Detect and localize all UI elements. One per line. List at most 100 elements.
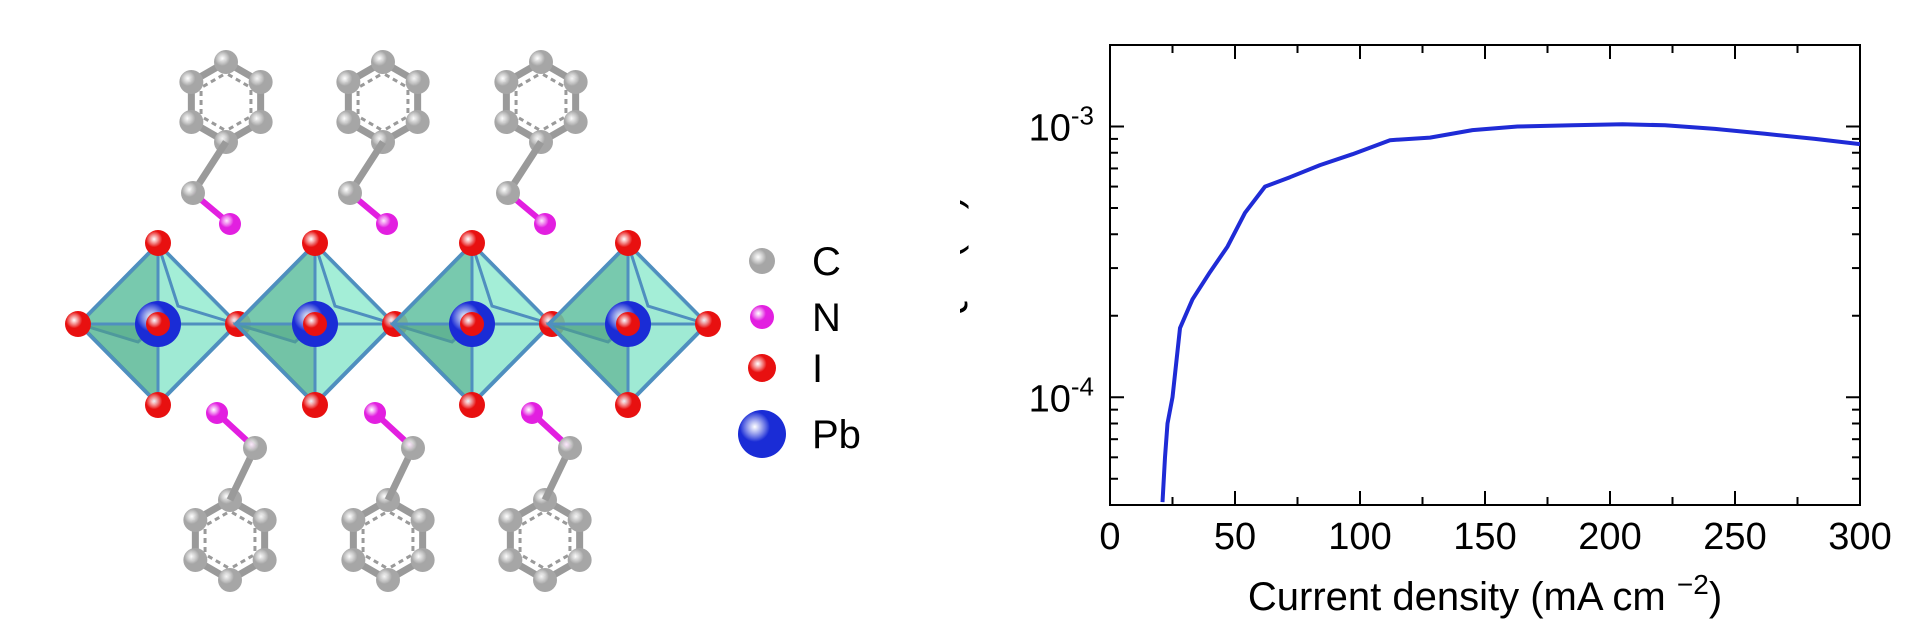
pb-legend-marker: [738, 410, 786, 458]
aromatic-bond: [517, 116, 540, 131]
ch2-nh3-group: [521, 402, 582, 502]
y-tick-base: 10: [1029, 378, 1071, 420]
ch2-nh3-group: [181, 140, 241, 235]
crystal-structure-drawing: [65, 50, 721, 592]
c-legend-marker: [749, 248, 775, 274]
i-atom: [302, 392, 328, 418]
octahedron-face: [626, 242, 709, 326]
c-atom: [243, 436, 267, 460]
n-atom: [219, 213, 241, 235]
c-atom: [567, 508, 592, 532]
c-atom: [494, 110, 519, 134]
c-atom: [376, 568, 400, 592]
y-tick-label: 10-3: [1029, 101, 1094, 150]
aromatic-bond: [384, 73, 407, 88]
aromatic-bond: [364, 511, 387, 526]
benzene-ring: [183, 488, 277, 592]
c-atom: [494, 70, 519, 94]
atom-legend: CNI Pb: [738, 240, 861, 458]
ch2-nh3-group: [338, 140, 398, 235]
y-tick-label: 10-4: [1029, 371, 1094, 420]
y-tick-exponent: -4: [1071, 371, 1094, 401]
n-atom: [364, 402, 386, 424]
c-atom: [563, 110, 588, 134]
aromatic-bond: [546, 554, 569, 569]
c-atom: [496, 181, 520, 205]
i-legend-marker: [748, 354, 776, 382]
benzene-ring: [494, 50, 588, 154]
n-atom: [376, 213, 398, 235]
c-atom: [563, 70, 588, 94]
c-atom: [179, 70, 204, 94]
c-atom: [401, 436, 425, 460]
aromatic-bond: [542, 116, 565, 131]
i-atom: [146, 312, 170, 336]
ch2-nh3-group: [364, 402, 425, 502]
benzene-ring: [341, 488, 435, 592]
legend-item-pb: Pb: [738, 410, 861, 458]
legend-label: N: [812, 296, 841, 340]
aromatic-bond: [389, 511, 412, 526]
c-atom: [341, 548, 366, 572]
c-atom: [179, 110, 204, 134]
aromatic-bond: [521, 511, 544, 526]
ch2-nh3-group: [496, 140, 556, 235]
aromatic-bond: [227, 73, 250, 88]
octahedron-face: [156, 242, 239, 326]
c-atom: [567, 548, 592, 572]
benzene-ring: [498, 488, 592, 592]
pbi6-octahedron: [65, 230, 251, 418]
aromatic-bond: [384, 116, 407, 131]
legend-label: I: [812, 347, 823, 391]
pbi6-octahedron: [545, 230, 721, 418]
benzene-ring: [179, 50, 273, 154]
y-axis-title: EQE (%): [960, 196, 969, 354]
i-atom: [615, 392, 641, 418]
c-atom: [252, 508, 277, 532]
c-atom: [410, 548, 435, 572]
pbi6-octahedron: [389, 230, 565, 418]
x-tick-label: 50: [1214, 516, 1256, 558]
i-atom: [145, 392, 171, 418]
n-atom: [534, 213, 556, 235]
c-atom: [558, 436, 582, 460]
i-atom: [460, 312, 484, 336]
n-atom: [521, 402, 543, 424]
c-atom: [410, 508, 435, 532]
i-atom: [615, 230, 641, 256]
i-atom: [616, 312, 640, 336]
aromatic-bond: [364, 554, 387, 569]
x-tick-label: 0: [1099, 516, 1120, 558]
c-atom: [181, 181, 205, 205]
legend-label: C: [812, 240, 841, 284]
c-atom: [183, 548, 208, 572]
x-axis-title-part: Current density (mA cm: [1248, 575, 1677, 619]
aromatic-bond: [202, 73, 225, 88]
legend-label: Pb: [812, 413, 861, 457]
c-atom: [405, 70, 430, 94]
i-atom: [303, 312, 327, 336]
aromatic-bond: [359, 73, 382, 88]
c-atom: [183, 508, 208, 532]
i-atom: [145, 230, 171, 256]
crystal-structure-panel: CNI Pb: [65, 50, 861, 592]
c-atom: [218, 568, 242, 592]
pbi6-octahedron: [232, 230, 408, 418]
x-axis-title-part: −2: [1677, 569, 1709, 600]
legend-item-c: C: [749, 240, 841, 284]
benzene-ring: [336, 50, 430, 154]
x-tick-label: 200: [1578, 516, 1641, 558]
aromatic-bond: [359, 116, 382, 131]
aromatic-bond: [521, 554, 544, 569]
c-atom: [248, 110, 273, 134]
x-tick-label: 250: [1703, 516, 1766, 558]
i-atom: [695, 311, 721, 337]
c-atom: [371, 50, 395, 74]
x-axis-title: Current density (mA cm −2): [1248, 569, 1722, 619]
i-atom: [459, 392, 485, 418]
c-atom: [214, 50, 238, 74]
c-atom: [341, 508, 366, 532]
x-tick-label: 150: [1453, 516, 1516, 558]
